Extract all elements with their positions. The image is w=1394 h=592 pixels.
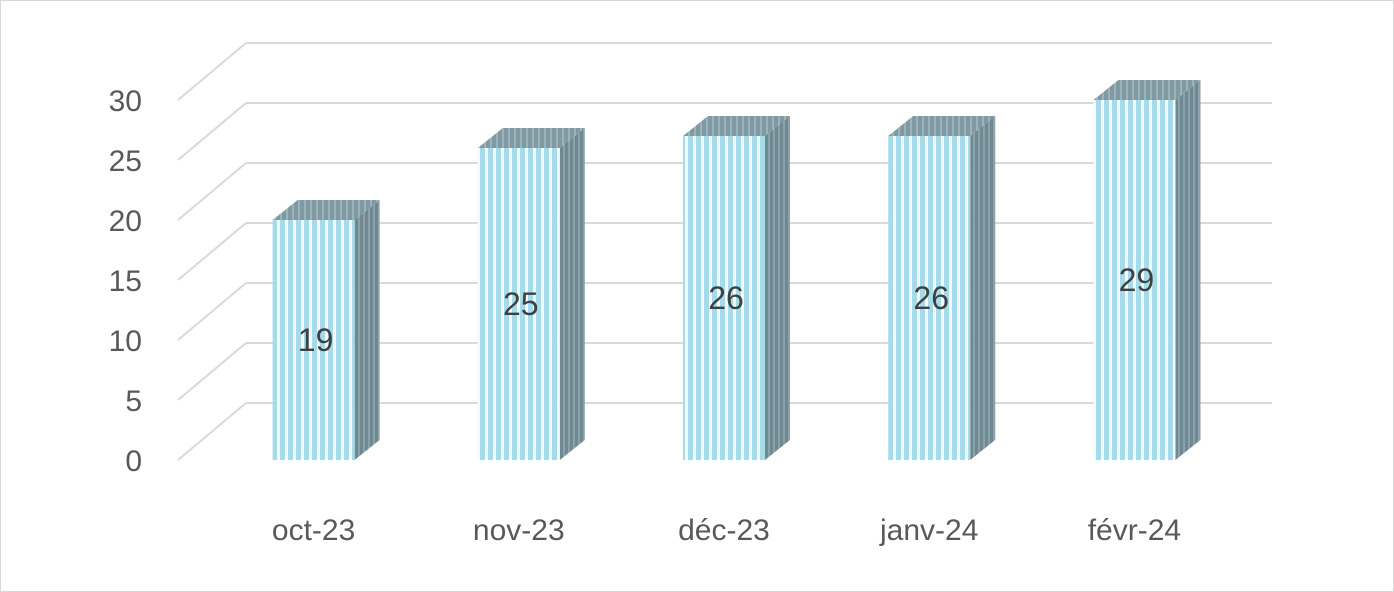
y-tick-label: 30: [109, 85, 142, 118]
bar-front: [272, 220, 355, 460]
bar-front: [477, 148, 560, 460]
data-label: 19: [298, 322, 334, 358]
bar-top: [888, 116, 996, 136]
gridline-diagonal-15: [177, 222, 247, 281]
bar-front: [683, 136, 765, 460]
gridline-diagonal-5: [177, 342, 247, 401]
y-axis-ticks: 0 5 10 15 20 25 30: [109, 85, 142, 478]
bar-oct-23: 19: [272, 200, 380, 460]
bar-front: [1093, 100, 1176, 460]
data-label: 26: [708, 280, 744, 316]
bar-déc-23: 26: [683, 116, 790, 460]
data-label: 26: [913, 280, 949, 316]
y-tick-label: 5: [125, 385, 142, 418]
x-tick-label: oct-23: [272, 514, 355, 547]
data-label: 29: [1119, 262, 1155, 298]
gridline-diagonal-20: [177, 162, 247, 221]
bar-janv-24: 26: [888, 116, 996, 460]
bar-side: [559, 128, 585, 460]
bar-top: [272, 200, 380, 220]
bar-top: [683, 116, 790, 136]
bar-side: [1175, 80, 1201, 460]
bar-side: [354, 200, 380, 460]
y-tick-label: 20: [109, 205, 142, 238]
x-tick-label: nov-23: [473, 514, 565, 547]
x-axis-ticks: oct-23 nov-23 déc-23 janv-24 févr-24: [272, 514, 1181, 547]
gridline-diagonal-10: [177, 282, 247, 341]
x-tick-label: févr-24: [1088, 514, 1181, 547]
bar-top: [477, 128, 585, 148]
y-tick-label: 25: [109, 145, 142, 178]
bar-nov-23: 25: [477, 128, 585, 460]
bar-front: [888, 136, 971, 460]
x-tick-label: janv-24: [879, 514, 978, 547]
gridline-diagonal-30: [177, 42, 247, 101]
gridline-diagonal-0: [177, 402, 247, 461]
bar-top: [1093, 80, 1201, 100]
y-tick-label: 10: [109, 325, 142, 358]
data-label: 25: [503, 286, 539, 322]
gridline-diagonal-25: [177, 102, 247, 161]
x-tick-label: déc-23: [678, 514, 770, 547]
bars: 19 25 26 26 29: [272, 80, 1201, 460]
bar-side: [970, 116, 996, 460]
y-tick-label: 15: [109, 265, 142, 298]
bar-side: [765, 116, 790, 460]
y-tick-label: 0: [125, 445, 142, 478]
bar-févr-24: 29: [1093, 80, 1201, 460]
